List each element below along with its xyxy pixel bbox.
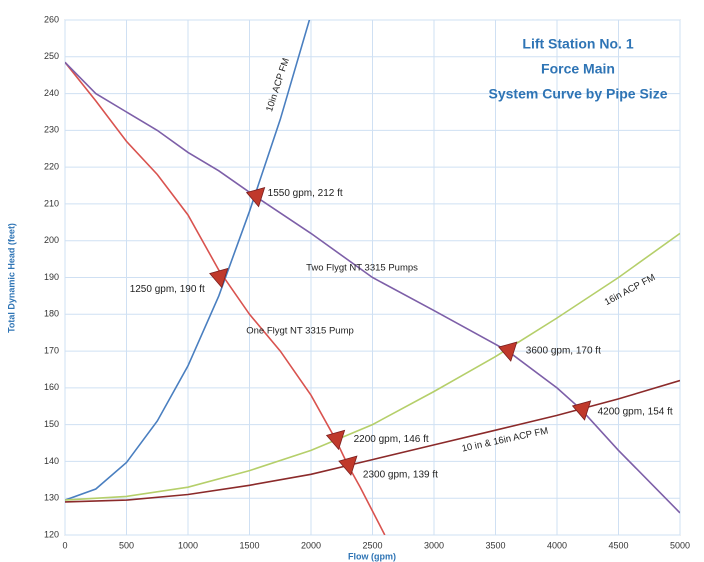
annotation: 4200 gpm, 154 ft xyxy=(598,407,673,418)
curve xyxy=(65,61,680,514)
annotation: 2300 gpm, 139 ft xyxy=(363,470,438,481)
curve-label: One Flygt NT 3315 Pump xyxy=(246,326,354,337)
x-axis-label: Flow (gpm) xyxy=(348,551,396,561)
annotation: 2200 gpm, 146 ft xyxy=(354,434,429,445)
intersection-marker xyxy=(325,429,346,451)
y-tick-label: 260 xyxy=(44,14,59,24)
intersection-marker xyxy=(209,267,229,289)
y-tick-label: 240 xyxy=(44,88,59,98)
y-tick-label: 220 xyxy=(44,162,59,172)
y-tick-label: 150 xyxy=(44,419,59,429)
intersection-marker xyxy=(571,400,592,421)
x-tick-label: 1000 xyxy=(178,540,198,550)
annotation: 1250 gpm, 190 ft xyxy=(130,284,205,295)
y-tick-label: 140 xyxy=(44,456,59,466)
y-tick-label: 200 xyxy=(44,235,59,245)
x-tick-label: 2500 xyxy=(362,540,382,550)
y-tick-label: 250 xyxy=(44,51,59,61)
chart-title: System Curve by Pipe Size xyxy=(489,86,668,102)
intersection-marker xyxy=(498,341,518,362)
y-tick-label: 190 xyxy=(44,272,59,282)
x-tick-label: 1500 xyxy=(239,540,259,550)
x-tick-label: 4000 xyxy=(547,540,567,550)
x-tick-label: 500 xyxy=(119,540,134,550)
y-tick-label: 230 xyxy=(44,125,59,135)
x-tick-label: 3000 xyxy=(424,540,444,550)
y-tick-label: 120 xyxy=(44,529,59,539)
x-tick-label: 3500 xyxy=(485,540,505,550)
x-tick-label: 2000 xyxy=(301,540,321,550)
annotation: 3600 gpm, 170 ft xyxy=(526,346,601,357)
y-tick-label: 160 xyxy=(44,382,59,392)
x-tick-label: 4500 xyxy=(608,540,628,550)
x-tick-label: 5000 xyxy=(670,540,690,550)
curve-label: Two Flygt NT 3315 Pumps xyxy=(306,263,418,274)
y-tick-label: 170 xyxy=(44,345,59,355)
intersection-marker xyxy=(245,186,266,208)
y-tick-label: 130 xyxy=(44,493,59,503)
y-tick-label: 180 xyxy=(44,309,59,319)
chart-title: Force Main xyxy=(541,61,615,77)
curve xyxy=(65,232,680,501)
y-axis-label: Total Dynamic Head (feet) xyxy=(6,223,16,333)
curve xyxy=(65,20,311,501)
y-tick-label: 210 xyxy=(44,198,59,208)
annotation: 1550 gpm, 212 ft xyxy=(268,188,343,199)
chart-title: Lift Station No. 1 xyxy=(522,36,633,52)
intersection-marker xyxy=(338,455,358,476)
x-tick-label: 0 xyxy=(62,540,67,550)
